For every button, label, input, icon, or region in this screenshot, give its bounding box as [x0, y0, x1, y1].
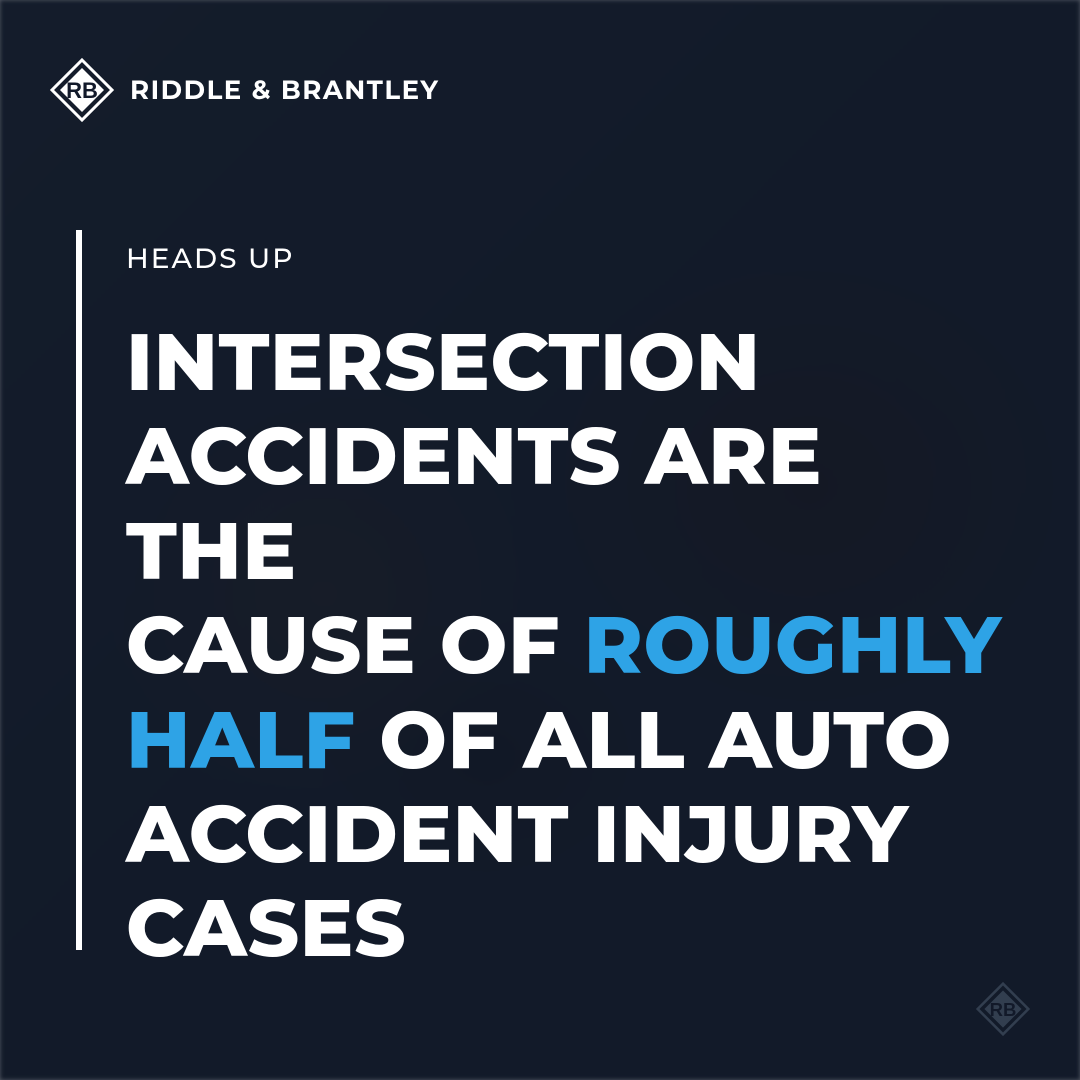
brand-logo-icon: RB [50, 58, 114, 122]
headline-line2: ACCIDENTS ARE THE [126, 408, 822, 599]
headline-line5: ACCIDENT INJURY [126, 786, 909, 883]
content-layer: RB RIDDLE & BRANTLEY HEADS UP INTERSECTI… [0, 0, 1080, 1080]
kicker-text: HEADS UP [126, 242, 1010, 276]
svg-text:RB: RB [66, 78, 98, 103]
headline-highlight-1: ROUGHLY [584, 597, 1002, 694]
brand-name: RIDDLE & BRANTLEY [130, 74, 439, 106]
brand-lockup: RB RIDDLE & BRANTLEY [50, 58, 439, 122]
vertical-rule [76, 230, 82, 950]
headline-highlight-2: HALF [126, 692, 356, 789]
headline-line6: CASES [126, 880, 406, 977]
headline-line4b: OF ALL AUTO [356, 692, 952, 789]
text-block: HEADS UP INTERSECTION ACCIDENTS ARE THE … [126, 242, 1010, 977]
headline: INTERSECTION ACCIDENTS ARE THE CAUSE OF … [126, 316, 1010, 977]
watermark-logo-icon: RB [976, 982, 1030, 1036]
headline-line1: INTERSECTION [126, 314, 761, 411]
headline-line3a: CAUSE OF [126, 597, 584, 694]
svg-text:RB: RB [990, 999, 1017, 1020]
